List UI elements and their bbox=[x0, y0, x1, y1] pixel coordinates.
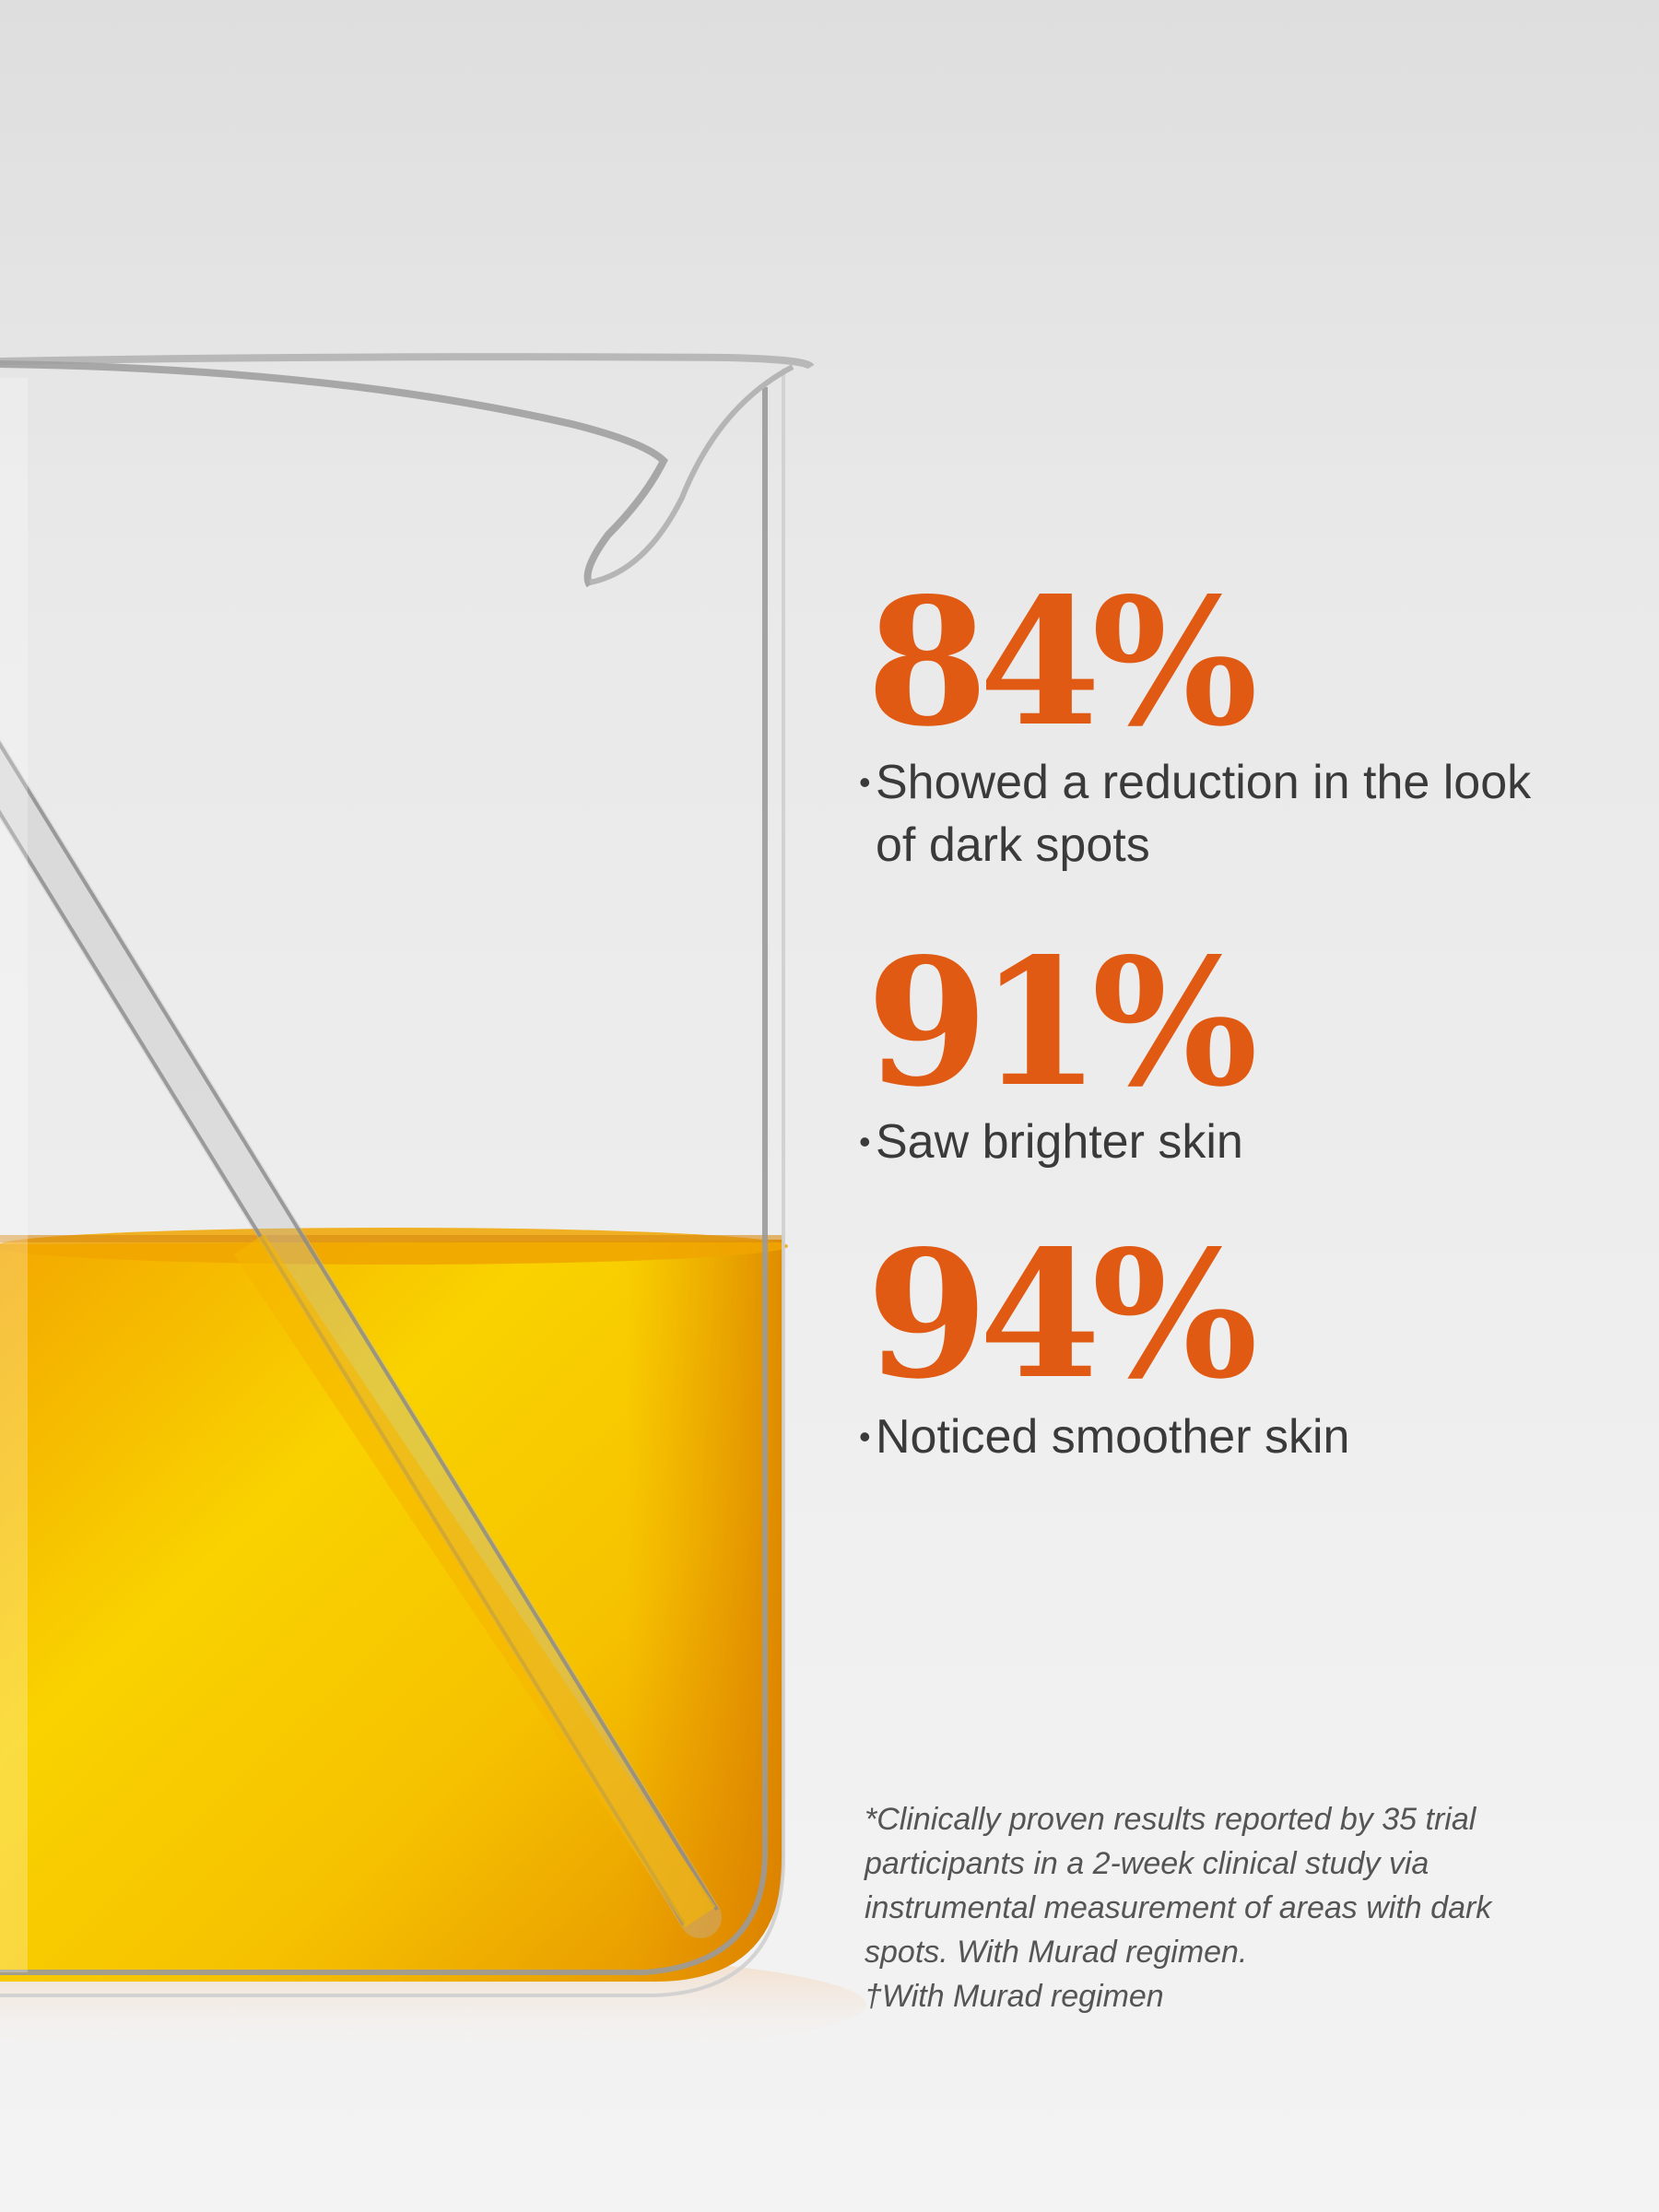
stat-91-description: Saw brighter skin bbox=[859, 1111, 1558, 1173]
glass-rod bbox=[0, 738, 722, 1938]
stat-94-description: Noticed smoother skin bbox=[859, 1406, 1558, 1468]
stat-94-value: 94% bbox=[866, 1212, 1258, 1418]
disclaimer-main: *Clinically proven results reported by 3… bbox=[865, 1802, 1492, 1970]
stat-84-description: Showed a reduction in the look of dark s… bbox=[859, 751, 1558, 877]
disclaimer-footnote: †With Murad regimen bbox=[865, 1979, 1164, 2014]
liquid-surface bbox=[0, 1228, 788, 1265]
clinical-disclaimer: *Clinically proven results reported by 3… bbox=[865, 1797, 1565, 2018]
stat-91-value: 91% bbox=[866, 920, 1258, 1125]
stat-84-value: 84% bbox=[866, 559, 1258, 765]
beaker-glass bbox=[0, 353, 815, 1997]
